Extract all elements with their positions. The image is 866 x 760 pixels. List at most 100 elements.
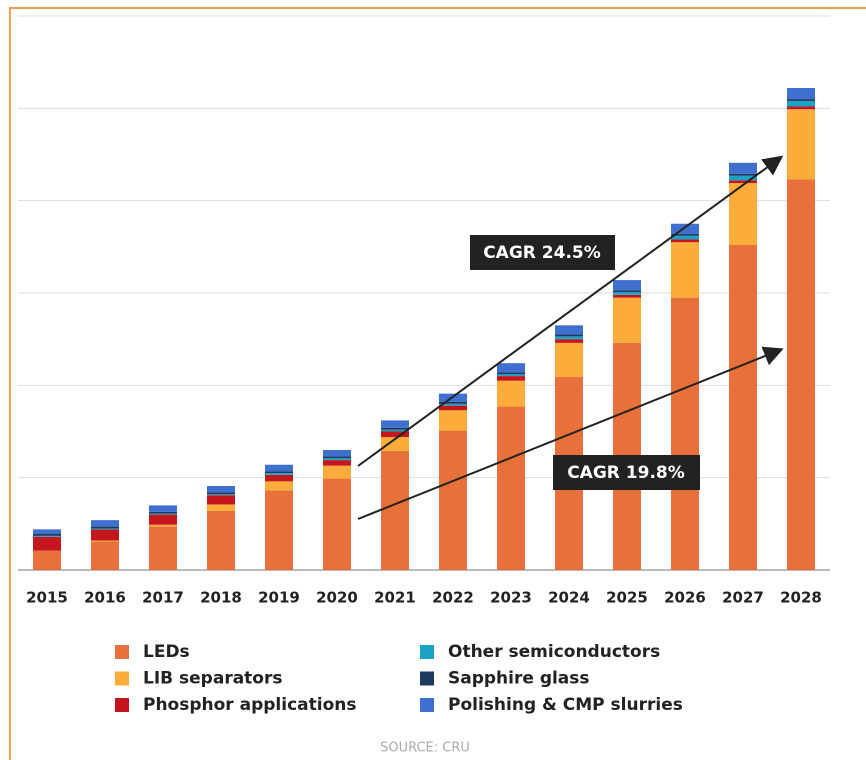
bar-segment bbox=[613, 297, 641, 343]
bar-segment bbox=[265, 490, 293, 570]
legend-label: Sapphire glass bbox=[448, 669, 590, 689]
bar-segment bbox=[33, 529, 61, 534]
x-tick-label: 2015 bbox=[26, 589, 68, 607]
bar-segment bbox=[671, 223, 699, 234]
bar-segment bbox=[787, 100, 815, 107]
bar-segment bbox=[613, 290, 641, 293]
legend-label: LIB separators bbox=[143, 669, 283, 689]
bar-segment bbox=[323, 460, 351, 466]
bar-segment bbox=[439, 401, 467, 404]
bar-segment bbox=[613, 294, 641, 298]
bar-segment bbox=[729, 180, 757, 184]
legend-swatch bbox=[115, 645, 129, 659]
bar-segment bbox=[207, 504, 235, 511]
bar-segment bbox=[91, 528, 119, 530]
bar-segment bbox=[555, 342, 583, 378]
x-tick-label: 2018 bbox=[200, 589, 242, 607]
x-tick-label: 2023 bbox=[490, 589, 532, 607]
bar-segment bbox=[787, 106, 815, 110]
bar-segment bbox=[381, 420, 409, 428]
bar-segment bbox=[265, 464, 293, 472]
source: SOURCE: CRU bbox=[380, 741, 470, 756]
bar-segment bbox=[787, 179, 815, 570]
annotation: CAGR 24.5% bbox=[483, 243, 601, 263]
bar-segment bbox=[787, 99, 815, 101]
bar-segment bbox=[787, 109, 815, 180]
bar-segment bbox=[555, 339, 583, 343]
legend-swatch bbox=[420, 671, 434, 686]
bar-segment bbox=[729, 173, 757, 176]
legend-label: Polishing & CMP slurries bbox=[448, 695, 683, 715]
bar-segment bbox=[149, 511, 177, 514]
bar-segment bbox=[439, 430, 467, 570]
bar-segment bbox=[265, 474, 293, 482]
bar-segment bbox=[497, 363, 525, 373]
bar-segment bbox=[555, 336, 583, 340]
bar-segment bbox=[149, 513, 177, 515]
bar-segment bbox=[439, 405, 467, 411]
legend-label: Phosphor applications bbox=[143, 695, 356, 715]
legend-swatch bbox=[115, 698, 129, 712]
legend-swatch bbox=[115, 671, 129, 686]
bar-segment bbox=[497, 374, 525, 377]
x-tick-label: 2016 bbox=[84, 589, 126, 607]
bar-segment bbox=[671, 297, 699, 570]
bar-segment bbox=[207, 510, 235, 570]
bar-segment bbox=[671, 233, 699, 236]
arrow bbox=[357, 155, 784, 467]
bar-segment bbox=[613, 280, 641, 291]
bar-segment bbox=[91, 541, 119, 570]
bar-segment bbox=[323, 458, 351, 461]
bar-segment bbox=[439, 403, 467, 406]
x-tick-label: 2028 bbox=[780, 589, 822, 607]
x-tick-label: 2021 bbox=[374, 589, 416, 607]
bar-segment bbox=[613, 292, 641, 295]
legend-swatch bbox=[420, 645, 434, 659]
frame bbox=[9, 7, 866, 760]
x-tick-label: 2024 bbox=[548, 589, 590, 607]
bar-segment bbox=[149, 505, 177, 512]
bar-segment bbox=[265, 471, 293, 474]
bar-segment bbox=[323, 449, 351, 457]
bar-segment bbox=[149, 526, 177, 570]
x-tick-label: 2027 bbox=[722, 589, 764, 607]
bar-segment bbox=[33, 536, 61, 551]
legend-label: Other semiconductors bbox=[448, 642, 660, 662]
bar-segment bbox=[33, 550, 61, 570]
arrow bbox=[357, 346, 784, 520]
bar-segment bbox=[323, 465, 351, 479]
bar-segment bbox=[265, 473, 293, 475]
bar-segment bbox=[671, 235, 699, 240]
bar-segment bbox=[381, 450, 409, 570]
bar-segment bbox=[33, 533, 61, 536]
bar-segment bbox=[381, 431, 409, 438]
x-tick-label: 2019 bbox=[258, 589, 300, 607]
bar-segment bbox=[555, 325, 583, 335]
bar-segment bbox=[91, 529, 119, 541]
bar-segment bbox=[381, 429, 409, 432]
x-tick-label: 2022 bbox=[432, 589, 474, 607]
bar-segment bbox=[671, 242, 699, 298]
bar-segment bbox=[149, 524, 177, 527]
bar-segment bbox=[729, 244, 757, 570]
bar-segment bbox=[729, 175, 757, 181]
bar-segment bbox=[207, 492, 235, 495]
legend-swatch bbox=[420, 698, 434, 712]
bar-segment bbox=[729, 183, 757, 245]
bar-segment bbox=[439, 410, 467, 431]
bar-segment bbox=[91, 520, 119, 527]
bar-segment bbox=[91, 526, 119, 529]
bar-segment bbox=[497, 372, 525, 375]
bar-segment bbox=[729, 162, 757, 174]
annotation-box bbox=[553, 455, 700, 490]
bar-segment bbox=[323, 478, 351, 570]
bar-segment bbox=[265, 481, 293, 491]
x-tick-label: 2017 bbox=[142, 589, 184, 607]
bar-segment bbox=[381, 427, 409, 430]
bar-segment bbox=[207, 494, 235, 496]
bar-segment bbox=[787, 88, 815, 100]
bar-segment bbox=[91, 540, 119, 542]
bar-segment bbox=[671, 239, 699, 243]
annotation: CAGR 19.8% bbox=[567, 463, 685, 483]
